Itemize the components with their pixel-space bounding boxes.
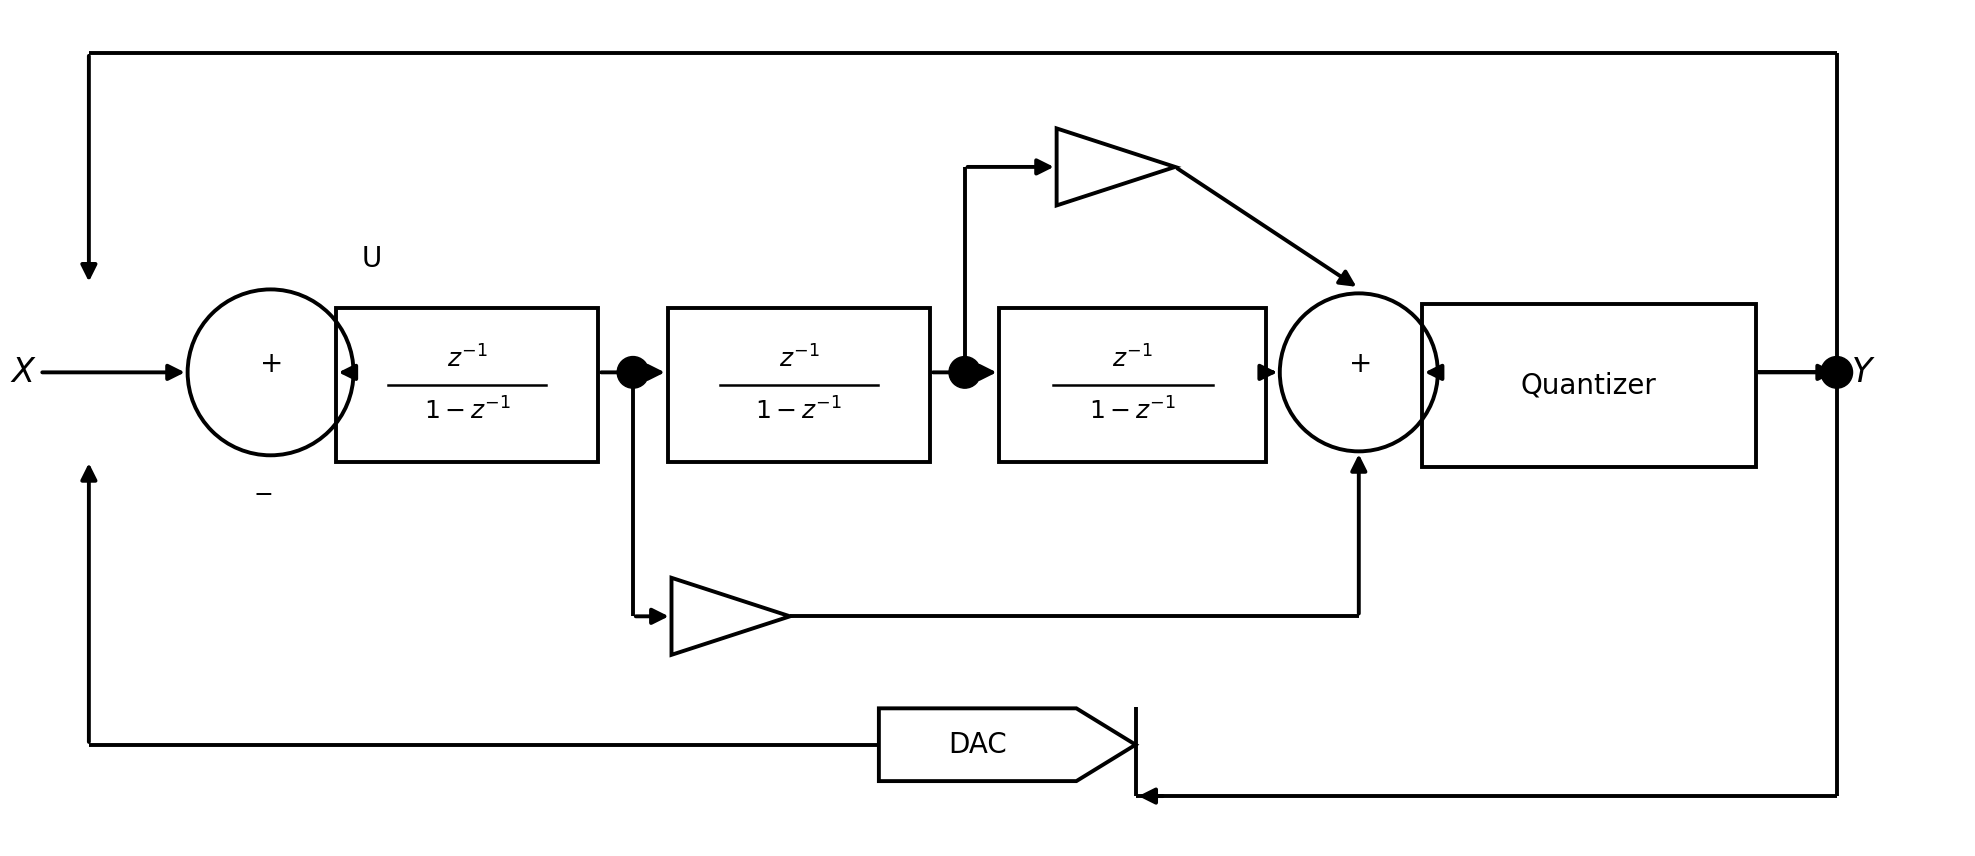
Circle shape: [616, 357, 648, 388]
Text: $+$: $+$: [259, 350, 282, 378]
Bar: [999, 308, 1266, 462]
Text: $+$: $+$: [1347, 350, 1371, 378]
Text: U: U: [361, 245, 381, 273]
Text: $z^{-1}$: $z^{-1}$: [1112, 346, 1153, 372]
Text: Quantizer: Quantizer: [1521, 372, 1657, 399]
Text: DAC: DAC: [948, 731, 1007, 758]
Bar: [668, 308, 930, 462]
Text: $z^{-1}$: $z^{-1}$: [778, 346, 820, 372]
Circle shape: [1821, 357, 1853, 388]
Text: Y: Y: [1853, 356, 1872, 389]
Text: $1-z^{-1}$: $1-z^{-1}$: [1088, 398, 1177, 425]
Bar: [1422, 304, 1756, 467]
Text: X: X: [12, 356, 34, 389]
Circle shape: [950, 357, 980, 388]
Text: $1-z^{-1}$: $1-z^{-1}$: [754, 398, 843, 425]
Text: $z^{-1}$: $z^{-1}$: [446, 346, 488, 372]
Text: $1-z^{-1}$: $1-z^{-1}$: [423, 398, 512, 425]
Bar: [336, 308, 598, 462]
Text: $-$: $-$: [253, 480, 273, 505]
